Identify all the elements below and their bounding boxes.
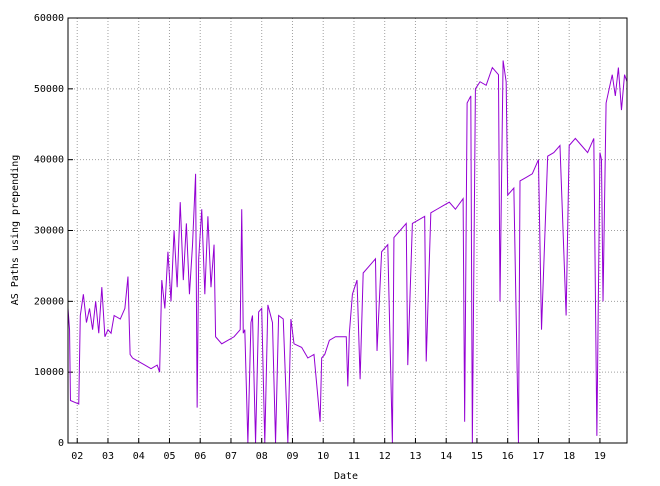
x-tick-label: 13 bbox=[409, 451, 421, 462]
x-tick-label: 17 bbox=[532, 451, 544, 462]
y-tick-label: 20000 bbox=[34, 296, 64, 307]
x-tick-label: 09 bbox=[286, 451, 298, 462]
y-tick-label: 30000 bbox=[34, 226, 64, 237]
y-tick-label: 0 bbox=[58, 438, 64, 449]
x-tick-label: 06 bbox=[194, 451, 206, 462]
x-tick-label: 19 bbox=[594, 451, 606, 462]
x-tick-label: 03 bbox=[102, 451, 114, 462]
y-axis-title: AS Paths using prepending bbox=[10, 155, 21, 306]
x-tick-label: 14 bbox=[440, 451, 452, 462]
x-tick-label: 04 bbox=[133, 451, 145, 462]
y-tick-label: 40000 bbox=[34, 155, 64, 166]
data-line bbox=[67, 60, 628, 444]
y-tick-label: 60000 bbox=[34, 13, 64, 24]
x-tick-label: 08 bbox=[256, 451, 268, 462]
x-tick-label: 05 bbox=[163, 451, 175, 462]
x-tick-label: 15 bbox=[471, 451, 483, 462]
x-tick-label: 11 bbox=[348, 451, 360, 462]
plot-frame bbox=[67, 17, 628, 444]
x-tick-label: 10 bbox=[317, 451, 329, 462]
x-tick-label: 18 bbox=[563, 451, 575, 462]
x-tick-label: 12 bbox=[379, 451, 391, 462]
y-tick-label: 10000 bbox=[34, 367, 64, 378]
x-tick-label: 02 bbox=[71, 451, 83, 462]
x-axis-title: Date bbox=[334, 471, 358, 482]
x-tick-label: 07 bbox=[225, 451, 237, 462]
x-tick-label: 16 bbox=[502, 451, 514, 462]
y-tick-label: 50000 bbox=[34, 84, 64, 95]
